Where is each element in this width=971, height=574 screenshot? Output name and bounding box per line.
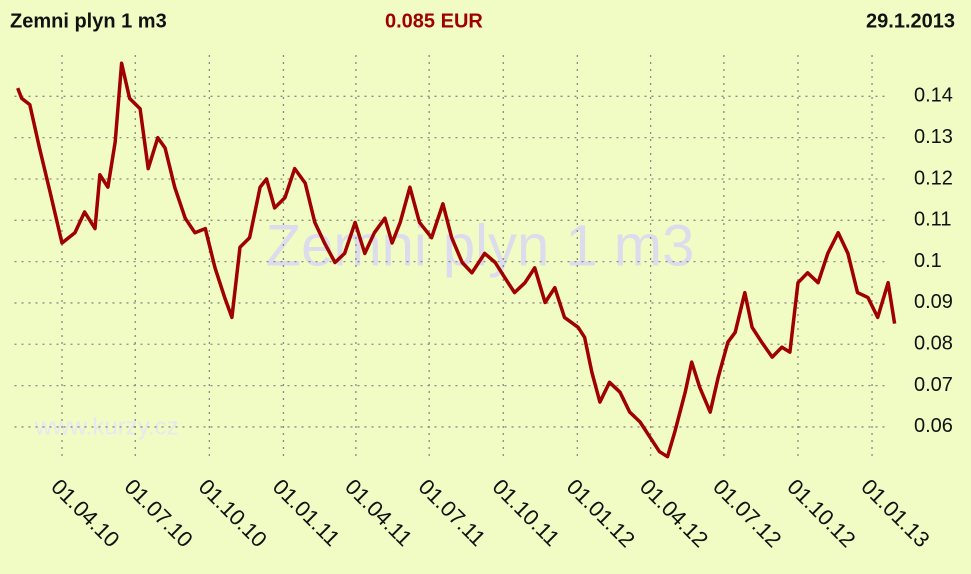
watermark: Zemni plyn 1 m3: [266, 213, 695, 278]
y-tick-label: 0.1: [914, 250, 942, 272]
y-tick-label: 0.06: [914, 415, 953, 437]
y-tick-label: 0.09: [914, 291, 953, 313]
y-tick-label: 0.08: [914, 333, 953, 355]
y-tick-label: 0.12: [914, 167, 953, 189]
y-tick-label: 0.13: [914, 126, 953, 148]
y-tick-label: 0.11: [914, 209, 951, 231]
date: 29.1.2013: [866, 10, 955, 32]
y-tick-label: 0.14: [914, 85, 953, 107]
price-line: [16, 61, 897, 459]
price: 0.085 EUR: [385, 10, 483, 32]
y-tick-label: 0.07: [914, 374, 953, 396]
chart-title: Zemni plyn 1 m3: [10, 10, 167, 32]
